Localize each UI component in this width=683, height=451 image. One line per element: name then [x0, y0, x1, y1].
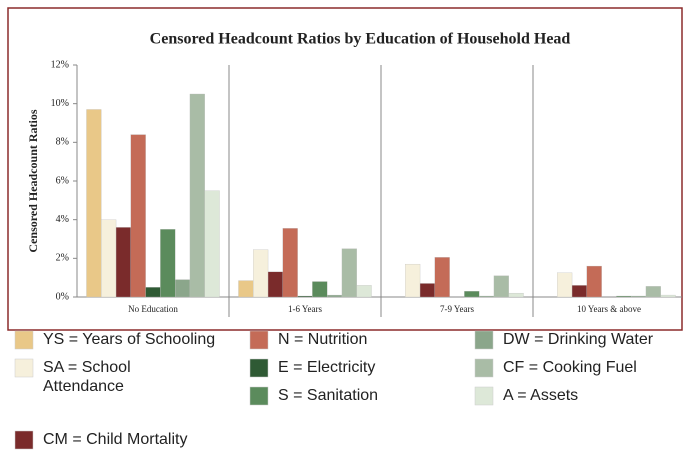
y-tick-label: 8% — [56, 137, 69, 148]
bar — [238, 280, 254, 298]
bar — [616, 295, 632, 298]
bar — [631, 295, 647, 298]
bar — [253, 249, 269, 298]
chart-title: Censored Headcount Ratios by Education o… — [150, 31, 571, 48]
legend-swatch — [474, 330, 494, 350]
bar — [160, 229, 176, 298]
legend-swatch — [14, 430, 34, 450]
y-tick-label: 12% — [51, 59, 69, 70]
legend-label: S = Sanitation — [278, 387, 378, 404]
bar — [101, 219, 117, 298]
legend-swatch — [249, 330, 269, 350]
legend-swatch — [14, 358, 34, 378]
legend-swatch — [474, 386, 494, 406]
bar — [356, 285, 372, 298]
x-tick-label: 1-6 Years — [288, 304, 322, 314]
legend-label: DW = Drinking Water — [503, 331, 654, 348]
y-tick-label: 10% — [51, 98, 69, 109]
y-axis-label: Censored Headcount Ratios — [26, 109, 40, 252]
bar — [479, 295, 495, 298]
bar — [493, 275, 509, 298]
bar — [419, 283, 435, 298]
bar — [175, 279, 191, 298]
x-tick-label: 10 Years & above — [577, 304, 641, 314]
legend-swatch — [14, 330, 34, 350]
bar — [405, 263, 421, 298]
bar — [189, 93, 205, 298]
bar — [571, 285, 587, 298]
legend-label: SA = School Attendance — [43, 359, 131, 395]
bar — [312, 281, 328, 298]
y-tick-label: 6% — [56, 175, 69, 186]
y-tick-label: 2% — [56, 253, 69, 264]
bar — [508, 292, 524, 298]
bar — [297, 295, 313, 298]
legend-swatch — [249, 386, 269, 406]
y-tick-label: 4% — [56, 214, 69, 225]
bar — [145, 287, 161, 298]
bar — [327, 294, 343, 298]
bar — [557, 272, 573, 298]
legend-label: N = Nutrition — [278, 331, 367, 348]
legend-swatch — [249, 358, 269, 378]
legend-label: CM = Child Mortality — [43, 431, 187, 448]
bar — [660, 294, 676, 298]
bar — [130, 134, 146, 298]
bar — [204, 190, 220, 298]
bar — [464, 291, 480, 298]
bar — [115, 227, 131, 298]
bar — [586, 265, 602, 298]
legend-label: E = Electricity — [278, 359, 375, 376]
bar — [645, 286, 661, 298]
y-tick-label: 0% — [56, 291, 69, 302]
legend-swatch — [474, 358, 494, 378]
legend-label: A = Assets — [503, 387, 578, 404]
bar — [341, 248, 357, 298]
bar — [86, 109, 102, 298]
legend-label: YS = Years of Schooling — [43, 331, 215, 348]
x-tick-label: No Education — [128, 304, 178, 314]
bar — [282, 228, 298, 298]
bar — [434, 257, 450, 298]
bar — [267, 271, 283, 298]
legend-label: CF = Cooking Fuel — [503, 359, 637, 376]
x-tick-label: 7-9 Years — [440, 304, 474, 314]
